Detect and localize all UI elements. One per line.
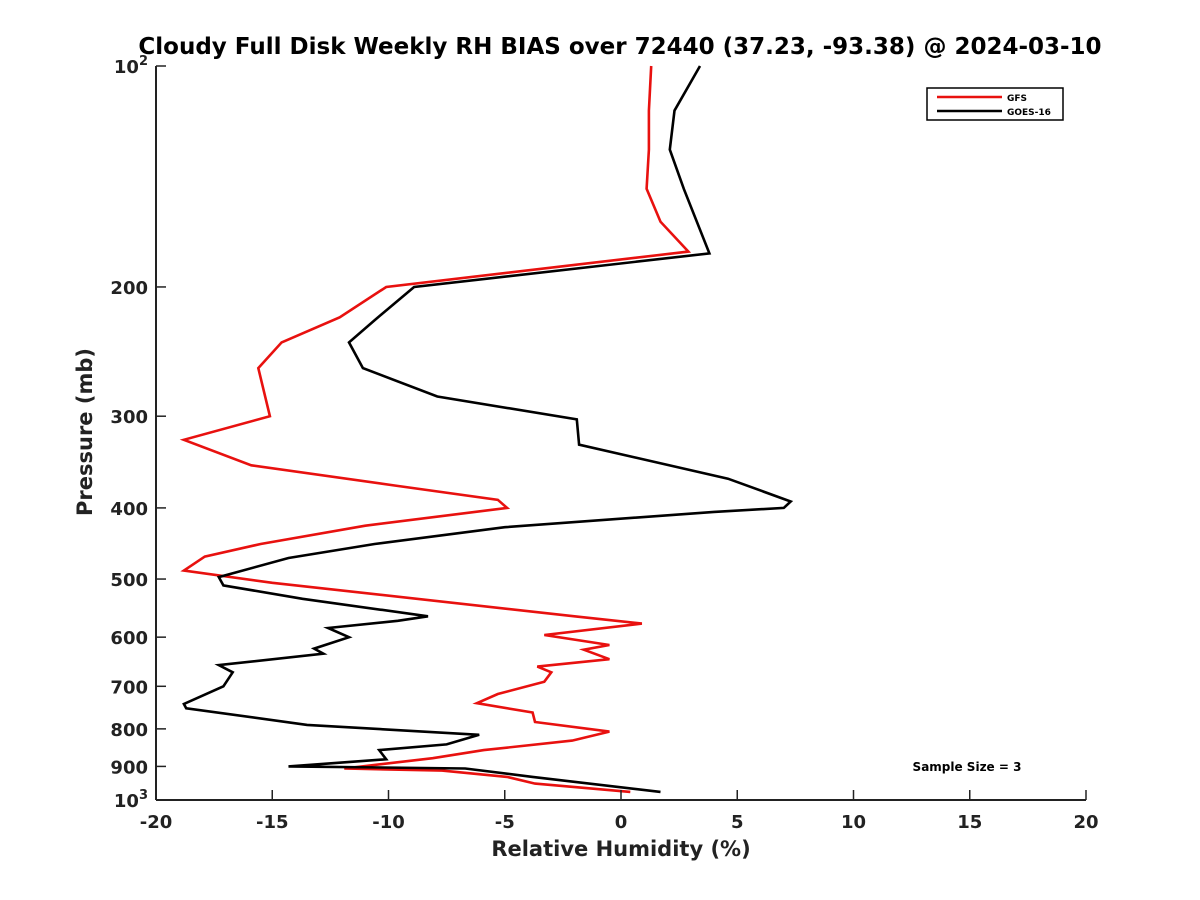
series-line-goes16: [182, 65, 794, 794]
sample-size-annotation: Sample Size = 3: [913, 760, 1022, 774]
y-tick-label: 900: [110, 757, 148, 778]
y-tick-label: 800: [110, 720, 148, 741]
y-tick-label: 103: [114, 788, 148, 812]
x-tick-label: -10: [372, 812, 405, 833]
x-tick-label: 20: [1073, 812, 1098, 833]
y-tick-label: 400: [110, 499, 148, 520]
chart-title: Cloudy Full Disk Weekly RH BIAS over 724…: [138, 34, 1101, 60]
y-tick-label: 102: [114, 54, 148, 78]
y-tick-label: 700: [110, 677, 148, 698]
legend: GFS GOES-16: [926, 87, 1064, 121]
x-tick-label: -20: [140, 812, 173, 833]
x-axis-label: Relative Humidity (%): [491, 837, 750, 861]
x-tick-label: 0: [615, 812, 628, 833]
x-tick-label: -5: [495, 812, 515, 833]
y-tick-label: 200: [110, 278, 148, 299]
y-axis-label: Pressure (mb): [73, 348, 97, 516]
legend-box: [926, 87, 1064, 121]
legend-label-gfs: GFS: [1007, 94, 1027, 104]
series-line-gfs: [179, 65, 692, 794]
y-tick-label: 600: [110, 628, 148, 649]
series-layer: [179, 65, 794, 794]
axes-layer: -20 -15 -10 -5 0 5 10 15 20 102 200 300 400 500 600 700…: [110, 54, 1098, 833]
legend-label-goes16: GOES-16: [1007, 108, 1051, 118]
y-tick-label: 500: [110, 570, 148, 591]
x-tick-label: 10: [841, 812, 866, 833]
x-tick-label: 5: [731, 812, 744, 833]
y-tick-label: 300: [110, 407, 148, 428]
x-tick-label: 15: [957, 812, 982, 833]
x-tick-label: -15: [256, 812, 289, 833]
